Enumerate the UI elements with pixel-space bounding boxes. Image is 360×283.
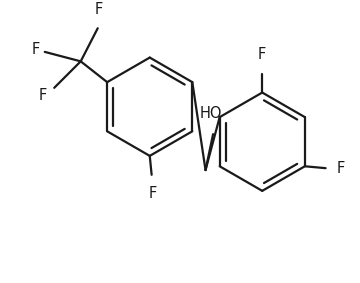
Text: F: F [258,47,266,62]
Text: F: F [31,42,40,57]
Text: F: F [337,161,345,176]
Text: F: F [148,186,157,201]
Text: F: F [95,2,103,17]
Text: F: F [39,88,47,103]
Text: HO: HO [200,106,222,121]
